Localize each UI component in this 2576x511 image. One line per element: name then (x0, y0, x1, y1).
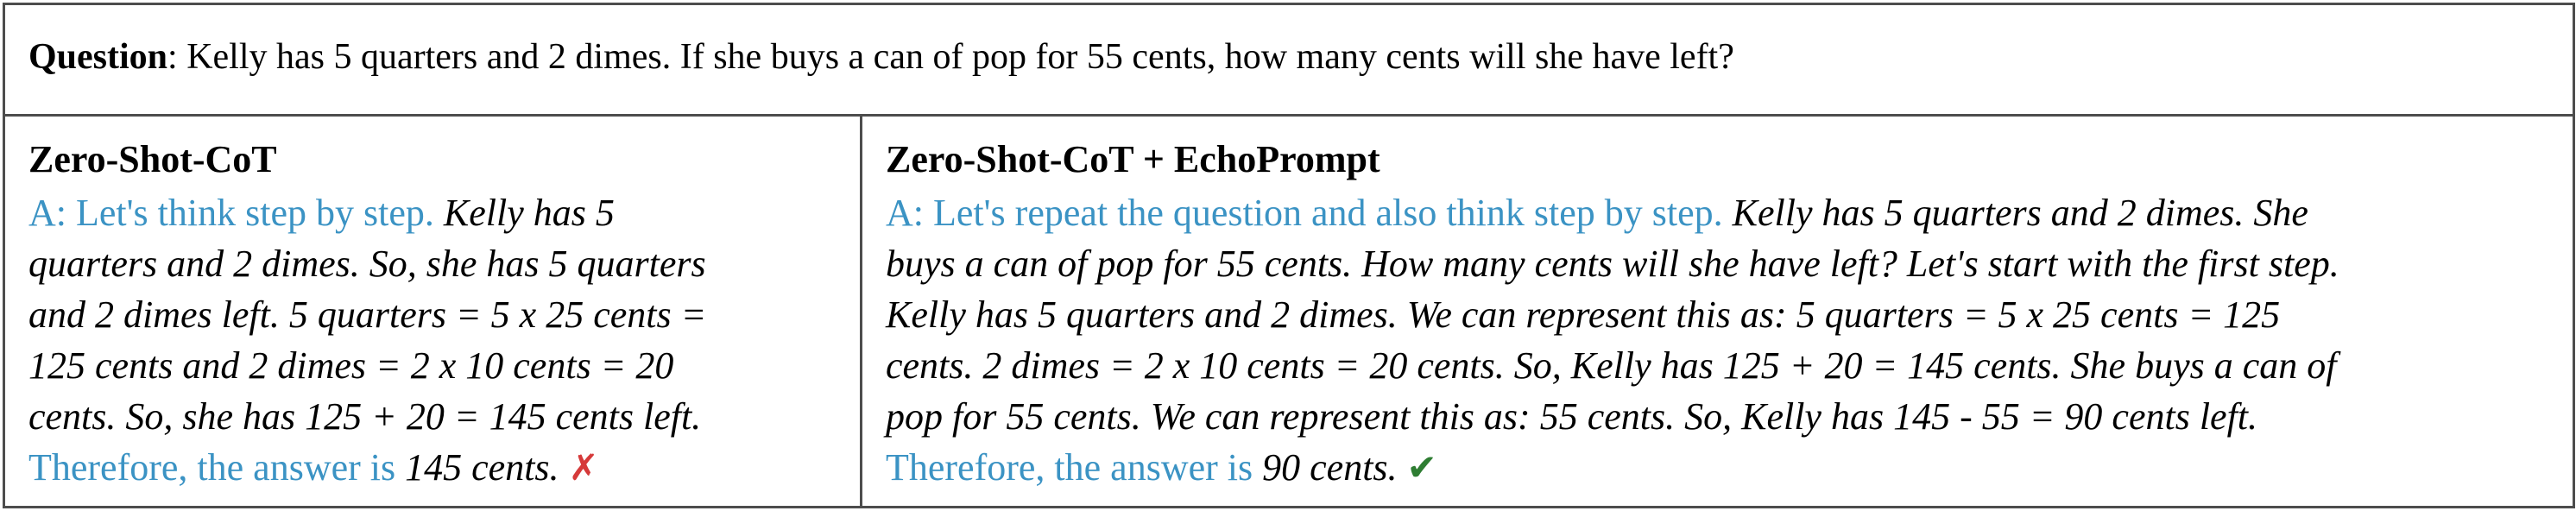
comparison-table: Question: Kelly has 5 quarters and 2 dim… (3, 3, 2575, 508)
echoprompt-column: Zero-Shot-CoT + EchoPrompt A: Let's repe… (862, 117, 2573, 506)
question-row: Question: Kelly has 5 quarters and 2 dim… (5, 5, 2573, 117)
prompt-text: A: Let's repeat the question and also th… (886, 192, 1723, 234)
reasoning-line: Kelly has 5 quarters and 2 dimes. We can… (886, 293, 2281, 336)
answer-line: Therefore, the answer is 145 cents. ✗ (28, 442, 849, 495)
reasoning-text: Kelly has 5 (443, 192, 615, 234)
echoprompt-response: A: Let's repeat the question and also th… (886, 187, 2569, 495)
reasoning-line: 125 cents and 2 dimes = 2 x 10 cents = 2… (28, 344, 674, 387)
answer-prefix: Therefore, the answer is (28, 446, 396, 489)
reasoning-line: cents. So, she has 125 + 20 = 145 cents … (28, 395, 702, 438)
reasoning-line: cents. 2 dimes = 2 x 10 cents = 20 cents… (886, 344, 2337, 387)
reasoning-line: and 2 dimes left. 5 quarters = 5 x 25 ce… (28, 293, 707, 336)
reasoning-line: buys a can of pop for 55 cents. How many… (886, 243, 2339, 285)
answer-prefix: Therefore, the answer is (886, 446, 1253, 489)
zero-shot-cot-response: A: Let's think step by step. Kelly has 5… (28, 187, 849, 495)
question-text: Question: Kelly has 5 quarters and 2 dim… (28, 31, 1734, 83)
answer-value: 90 cents. (1262, 446, 1398, 489)
question-body: : Kelly has 5 quarters and 2 dimes. If s… (167, 37, 1734, 77)
prompt-text: A: Let's think step by step. (28, 192, 434, 234)
response-line: A: Let's think step by step. Kelly has 5 (28, 187, 849, 238)
response-line: A: Let's repeat the question and also th… (886, 187, 2569, 238)
check-icon: ✔ (1406, 449, 1437, 489)
reasoning-text: Kelly has 5 quarters and 2 dimes. She (1732, 192, 2308, 234)
cross-icon: ✗ (568, 449, 599, 489)
column-title-echoprompt: Zero-Shot-CoT + EchoPrompt (886, 138, 1380, 180)
zero-shot-cot-column: Zero-Shot-CoT A: Let's think step by ste… (5, 117, 862, 506)
answer-line: Therefore, the answer is 90 cents. ✔ (886, 442, 2569, 495)
reasoning-line: quarters and 2 dimes. So, she has 5 quar… (28, 243, 706, 285)
question-label: Question (28, 37, 168, 77)
column-title-zero-shot-cot: Zero-Shot-CoT (28, 138, 277, 180)
reasoning-line: pop for 55 cents. We can represent this … (886, 395, 2258, 438)
answer-value: 145 cents. (405, 446, 559, 489)
